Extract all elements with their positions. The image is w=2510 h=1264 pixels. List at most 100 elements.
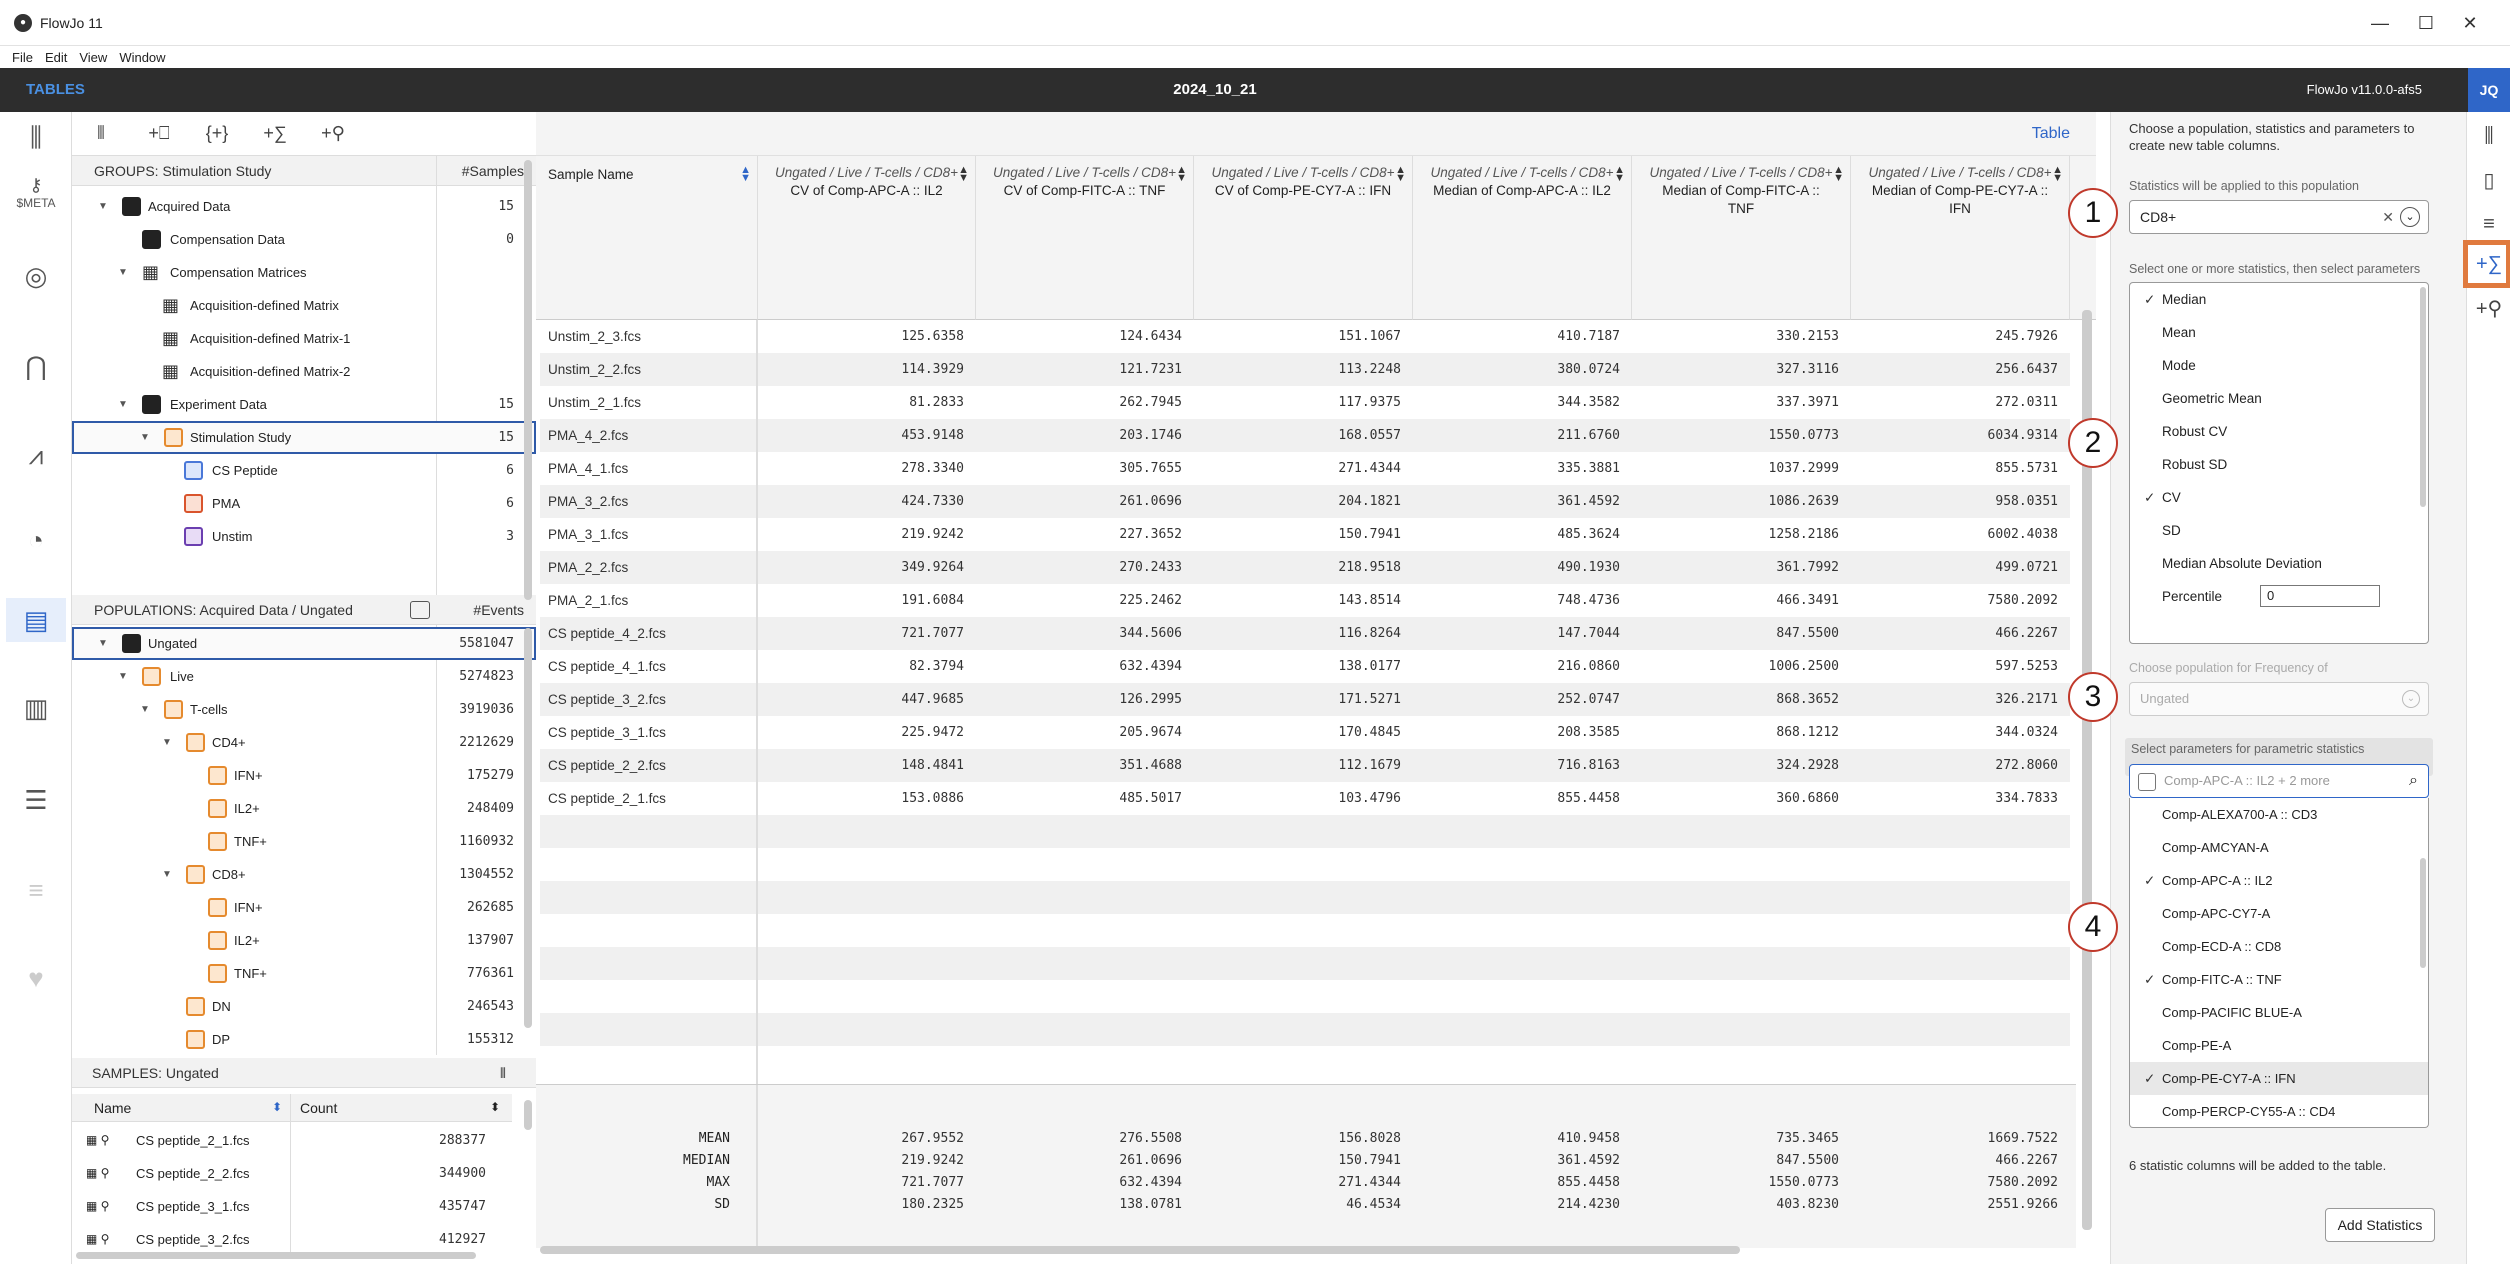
- section-label[interactable]: TABLES: [26, 81, 85, 98]
- minimize-icon[interactable]: —: [2371, 12, 2389, 33]
- table-row[interactable]: CS peptide_2_2.fcs 148.4841 351.4688 112.16…: [540, 749, 2070, 782]
- list-icon[interactable]: ≡: [28, 874, 44, 905]
- table-row[interactable]: CS peptide_3_1.fcs 225.9472 205.9674 170.48…: [540, 716, 2070, 749]
- table-icon[interactable]: ▤: [6, 598, 66, 642]
- statistics-tool-highlight[interactable]: [2463, 240, 2510, 288]
- menu-window[interactable]: Window: [119, 49, 166, 65]
- statistic-option[interactable]: Geometric Mean: [2130, 382, 2428, 415]
- population-row[interactable]: ▼ CD8+ 1304552: [162, 865, 514, 884]
- parameter-option[interactable]: Comp-PE-A: [2130, 1029, 2428, 1062]
- parameter-option[interactable]: Comp-ALEXA700-A :: CD3: [2130, 798, 2428, 831]
- collapse-icon[interactable]: ▼: [140, 704, 150, 715]
- group-row[interactable]: PMA 6: [72, 487, 536, 520]
- histogram-icon[interactable]: ⋂: [25, 350, 47, 381]
- table-row[interactable]: PMA_3_1.fcs 219.9242 227.3652 150.7941 485.3…: [540, 518, 2070, 551]
- statistic-option[interactable]: Median Absolute Deviation: [2130, 547, 2428, 580]
- group-row-selected[interactable]: ▼ Stimulation Study 15: [72, 421, 536, 454]
- population-row[interactable]: DP 155312: [72, 1023, 536, 1056]
- columns-icon[interactable]: ⫼: [2484, 124, 2494, 147]
- column-header[interactable]: Ungated / Live / T-cells / CD8+ Median of…: [1413, 156, 1632, 320]
- parameter-option[interactable]: ✓ Comp-PE-CY7-A :: IFN: [2130, 1062, 2428, 1095]
- add-marker-icon[interactable]: +⚲: [321, 123, 345, 143]
- heart-icon[interactable]: ♥: [28, 962, 44, 993]
- statistic-option[interactable]: ✓ Median: [2130, 283, 2428, 316]
- window-icon[interactable]: [410, 601, 430, 619]
- clear-icon[interactable]: ✕: [2382, 209, 2394, 225]
- meta-button[interactable]: ⚷ $META: [14, 170, 58, 214]
- maximize-icon[interactable]: ☐: [2417, 12, 2435, 33]
- samples-scrollbar[interactable]: [524, 1100, 532, 1130]
- add-statistics-button[interactable]: Add Statistics: [2325, 1208, 2435, 1242]
- collapse-icon[interactable]: ▼: [118, 399, 128, 410]
- statistic-option[interactable]: Mean: [2130, 316, 2428, 349]
- samples-columns-icon[interactable]: ⦀: [499, 1065, 506, 1081]
- statistic-option[interactable]: Robust SD: [2130, 448, 2428, 481]
- collapse-icon[interactable]: ▼: [98, 638, 108, 649]
- table-row[interactable]: CS peptide_4_1.fcs 82.3794 632.4394 138.017…: [540, 650, 2070, 683]
- percentile-input[interactable]: 0: [2260, 585, 2380, 607]
- population-row[interactable]: DN 246543: [72, 990, 536, 1023]
- sample-row[interactable]: ▦ ⚲ CS peptide_2_2.fcs 344900: [72, 1157, 536, 1190]
- collapse-icon[interactable]: ▼: [98, 201, 108, 212]
- group-row[interactable]: ▦ Acquisition-defined Matrix: [162, 295, 339, 315]
- parameter-option[interactable]: Comp-ECD-A :: CD8: [2130, 930, 2428, 963]
- statistic-option[interactable]: Mode: [2130, 349, 2428, 382]
- group-row[interactable]: Compensation Data 0: [72, 223, 536, 256]
- table-row[interactable]: PMA_4_2.fcs 453.9148 203.1746 168.0557 211.6…: [540, 419, 2070, 452]
- stats-scrollbar[interactable]: [2420, 287, 2426, 507]
- group-row[interactable]: ▼ ▦ Compensation Matrices: [118, 262, 307, 282]
- columns-icon[interactable]: ⦀: [97, 123, 105, 143]
- column-header[interactable]: Ungated / Live / T-cells / CD8+ Median of…: [1851, 156, 2070, 320]
- population-row[interactable]: TNF+ 776361: [72, 957, 536, 990]
- group-row[interactable]: Unstim 3: [72, 520, 536, 553]
- table-row[interactable]: PMA_4_1.fcs 278.3340 305.7655 271.4344 335.3…: [540, 452, 2070, 485]
- graph-icon[interactable]: ⩘: [28, 440, 44, 470]
- parameter-option[interactable]: ✓ Comp-APC-A :: IL2: [2130, 864, 2428, 897]
- bar-chart-icon[interactable]: ▥: [23, 692, 49, 723]
- collapse-icon[interactable]: ▼: [118, 267, 128, 278]
- samples-hscrollbar[interactable]: [76, 1252, 476, 1259]
- table-vscrollbar[interactable]: [2082, 310, 2092, 1230]
- parameter-option[interactable]: Comp-PACIFIC BLUE-A: [2130, 996, 2428, 1029]
- frequency-select[interactable]: Ungated ⌄: [2129, 682, 2429, 716]
- sort-icon[interactable]: ▲ ▼: [1614, 164, 1625, 184]
- sample-name-header[interactable]: Sample Name ▲ ▼: [536, 156, 758, 320]
- statistic-option[interactable]: ✓ CV: [2130, 481, 2428, 514]
- table-hscrollbar[interactable]: [540, 1246, 1740, 1254]
- plot-icon[interactable]: ◔: [28, 524, 44, 555]
- sample-row[interactable]: ▦ ⚲ CS peptide_3_1.fcs 435747: [72, 1190, 536, 1223]
- table-row[interactable]: CS peptide_3_2.fcs 447.9685 126.2995 171.52…: [540, 683, 2070, 716]
- sort-icon[interactable]: ▲ ▼: [1395, 164, 1406, 184]
- user-avatar[interactable]: JQ: [2468, 68, 2510, 112]
- add-marker-icon[interactable]: +⚲: [2475, 297, 2503, 320]
- population-row-selected[interactable]: ▼ Ungated 5581047: [72, 627, 536, 660]
- sample-row[interactable]: ▦ ⚲ CS peptide_3_2.fcs 412927: [72, 1223, 536, 1251]
- statistic-option[interactable]: SD: [2130, 514, 2428, 547]
- group-row[interactable]: ▼ Experiment Data 15: [118, 395, 514, 414]
- parameter-option[interactable]: Comp-PERCP-CY55-A :: CD4: [2130, 1095, 2428, 1127]
- table-row[interactable]: Unstim_2_1.fcs 81.2833 262.7945 117.9375 344…: [540, 386, 2070, 419]
- parameter-option[interactable]: Comp-AMCYAN-A: [2130, 831, 2428, 864]
- add-statistic-icon[interactable]: +∑: [263, 123, 287, 143]
- groups-scrollbar[interactable]: [524, 160, 532, 600]
- sort-icon[interactable]: ▲ ▼: [1833, 164, 1844, 184]
- population-row[interactable]: IFN+ 262685: [72, 891, 536, 924]
- group-row[interactable]: CS Peptide 6: [72, 454, 536, 487]
- sliders-icon[interactable]: ≡: [2483, 212, 2495, 235]
- population-row[interactable]: IFN+ 175279: [72, 759, 536, 792]
- collapse-icon[interactable]: ▼: [118, 671, 128, 682]
- menu-view[interactable]: View: [79, 49, 108, 65]
- sample-row[interactable]: ▦ ⚲ CS peptide_2_1.fcs 288377: [72, 1124, 536, 1157]
- menu-file[interactable]: File: [12, 49, 33, 65]
- params-search[interactable]: Comp-APC-A :: IL2 + 2 more ⌕: [2129, 764, 2429, 798]
- tube-icon[interactable]: ◎: [24, 260, 48, 291]
- column-header[interactable]: Ungated / Live / T-cells / CD8+ Median of…: [1632, 156, 1851, 320]
- column-header[interactable]: Ungated / Live / T-cells / CD8+ CV of Com…: [1194, 156, 1413, 320]
- table-row[interactable]: PMA_2_1.fcs 191.6084 225.2462 143.8514 748.4…: [540, 584, 2070, 617]
- group-row[interactable]: ▼ Acquired Data 15: [98, 197, 514, 216]
- report-icon[interactable]: ☰: [24, 784, 48, 815]
- population-select[interactable]: CD8+ ✕ ⌄: [2129, 200, 2429, 234]
- parameter-option[interactable]: ✓ Comp-FITC-A :: TNF: [2130, 963, 2428, 996]
- table-row[interactable]: Unstim_2_2.fcs 114.3929 121.7231 113.2248 38…: [540, 353, 2070, 386]
- population-row[interactable]: IL2+ 248409: [72, 792, 536, 825]
